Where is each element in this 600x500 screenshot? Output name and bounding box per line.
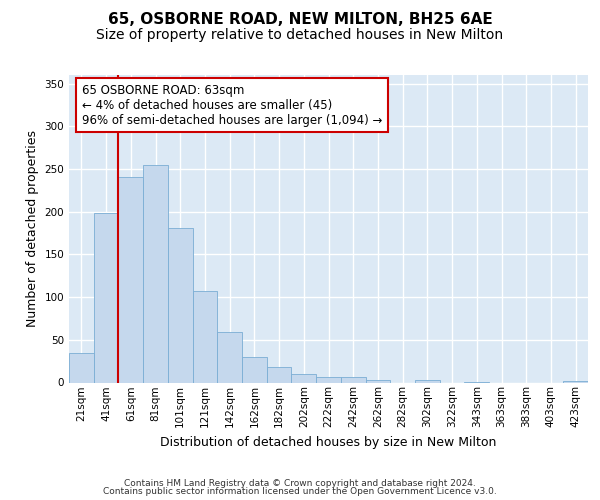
Bar bbox=[267, 367, 292, 382]
Bar bbox=[193, 291, 217, 382]
Bar bbox=[94, 212, 118, 382]
Text: 65, OSBORNE ROAD, NEW MILTON, BH25 6AE: 65, OSBORNE ROAD, NEW MILTON, BH25 6AE bbox=[107, 12, 493, 28]
Bar bbox=[242, 357, 267, 382]
Bar bbox=[563, 381, 588, 382]
Bar bbox=[168, 228, 193, 382]
Text: Size of property relative to detached houses in New Milton: Size of property relative to detached ho… bbox=[97, 28, 503, 42]
Bar bbox=[217, 332, 242, 382]
Bar bbox=[292, 374, 316, 382]
Text: Contains HM Land Registry data © Crown copyright and database right 2024.: Contains HM Land Registry data © Crown c… bbox=[124, 478, 476, 488]
Bar bbox=[415, 380, 440, 382]
Bar bbox=[365, 380, 390, 382]
Text: 65 OSBORNE ROAD: 63sqm
← 4% of detached houses are smaller (45)
96% of semi-deta: 65 OSBORNE ROAD: 63sqm ← 4% of detached … bbox=[82, 84, 382, 126]
Bar bbox=[118, 178, 143, 382]
Y-axis label: Number of detached properties: Number of detached properties bbox=[26, 130, 39, 327]
Text: Contains public sector information licensed under the Open Government Licence v3: Contains public sector information licen… bbox=[103, 487, 497, 496]
Bar bbox=[316, 378, 341, 382]
Bar bbox=[143, 164, 168, 382]
Bar bbox=[341, 378, 365, 382]
Bar bbox=[69, 352, 94, 382]
X-axis label: Distribution of detached houses by size in New Milton: Distribution of detached houses by size … bbox=[160, 436, 497, 448]
